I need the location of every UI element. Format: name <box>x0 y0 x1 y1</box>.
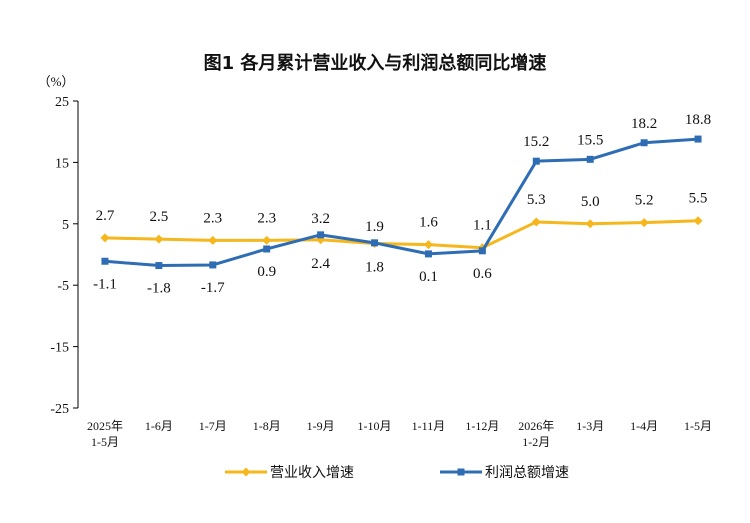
profit-point <box>155 262 163 270</box>
revenue-data-label: 5.3 <box>527 192 546 208</box>
profit-data-label: -1.7 <box>201 280 225 296</box>
profit-data-label: 18.2 <box>631 116 657 132</box>
revenue-data-label: 2.3 <box>203 210 222 226</box>
x-tick-label: 1-9月 <box>307 419 335 433</box>
profit-data-label: 1.9 <box>365 219 384 235</box>
revenue-point <box>208 235 218 245</box>
profit-point <box>317 231 325 239</box>
profit-data-label: -1.8 <box>147 281 171 297</box>
revenue-data-label: 5.5 <box>689 191 708 207</box>
revenue-data-label: 1.6 <box>419 215 438 231</box>
profit-point <box>424 250 432 258</box>
profit-point <box>371 239 379 247</box>
legend-marker-revenue <box>241 467 251 477</box>
profit-point <box>694 135 702 143</box>
revenue-data-label: 2.5 <box>150 209 169 225</box>
profit-data-label: 0.6 <box>473 266 492 282</box>
y-tick-label: -5 <box>57 279 69 294</box>
x-tick-label: 1-10月 <box>358 419 392 433</box>
revenue-point <box>639 218 649 228</box>
profit-point <box>586 155 594 163</box>
x-tick-label: 1-4月 <box>630 419 658 433</box>
x-tick-label: 1-5月 <box>684 419 712 433</box>
revenue-data-label: 5.2 <box>635 193 654 209</box>
x-tick-label: 1-12月 <box>465 419 499 433</box>
revenue-point <box>154 234 164 244</box>
revenue-point <box>100 233 110 243</box>
profit-data-label: 0.9 <box>257 264 276 280</box>
revenue-data-label: 1.1 <box>473 218 492 234</box>
legend-marker-profit <box>457 468 465 476</box>
profit-point <box>263 245 271 253</box>
revenue-point <box>423 240 433 250</box>
profit-point <box>101 257 109 265</box>
revenue-data-label: 5.0 <box>581 194 600 210</box>
y-tick-label: 25 <box>55 95 69 110</box>
x-tick-label: 1-11月 <box>412 419 446 433</box>
revenue-point <box>585 219 595 229</box>
y-tick-label: -25 <box>50 402 69 417</box>
profit-data-label: 0.1 <box>419 269 438 285</box>
x-tick-label: 2025年 <box>87 419 123 433</box>
y-tick-label: 5 <box>62 218 69 233</box>
profit-point <box>209 261 217 269</box>
series-line-profit <box>104 137 699 268</box>
y-tick-label: 15 <box>55 156 69 171</box>
chart-title: 图1 各月累计营业收入与利润总额同比增速 <box>203 53 547 74</box>
legend-label-profit: 利润总额增速 <box>485 465 569 481</box>
revenue-point <box>693 216 703 226</box>
revenue-data-label: 2.3 <box>257 210 276 226</box>
profit-data-label: 15.2 <box>523 134 549 150</box>
profit-data-label: 3.2 <box>311 211 330 227</box>
profit-data-label: 15.5 <box>577 132 603 148</box>
x-tick-label: 2026年 <box>518 419 554 433</box>
x-tick-label: 1-7月 <box>199 419 227 433</box>
revenue-data-label: 2.7 <box>96 208 115 224</box>
profit-point <box>478 247 486 255</box>
x-tick-label: 1-3月 <box>576 419 604 433</box>
revenue-point <box>262 235 272 245</box>
revenue-point <box>531 217 541 227</box>
profit-point <box>532 157 540 165</box>
x-tick-label: 1-6月 <box>145 419 173 433</box>
series-line-revenue <box>104 219 699 250</box>
x-tick-label: 1-5月 <box>91 435 119 449</box>
y-axis-unit-label: （%） <box>38 74 75 89</box>
profit-data-label: 18.8 <box>685 112 711 128</box>
profit-data-label: -1.1 <box>93 276 117 292</box>
legend-label-revenue: 营业收入增速 <box>270 465 354 481</box>
y-tick-label: -15 <box>50 341 69 356</box>
profit-point <box>640 139 648 147</box>
revenue-data-label: 1.8 <box>365 259 384 275</box>
revenue-data-label: 2.4 <box>311 256 330 272</box>
x-tick-label: 1-2月 <box>522 435 550 449</box>
x-tick-label: 1-8月 <box>253 419 281 433</box>
